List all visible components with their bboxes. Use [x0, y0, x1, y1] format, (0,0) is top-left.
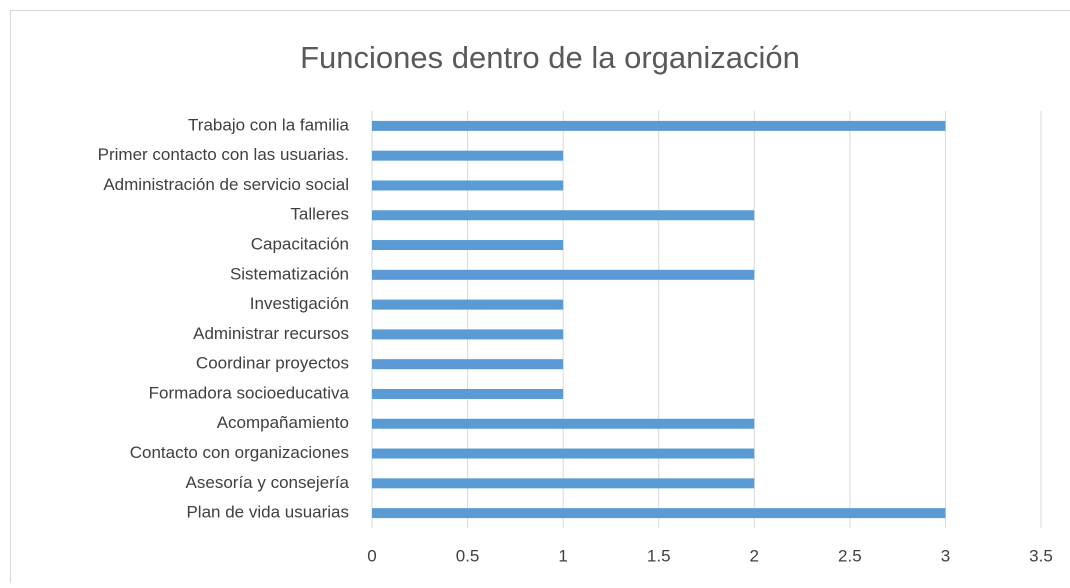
bar [372, 478, 754, 488]
chart-title: Funciones dentro de la organización [300, 40, 800, 75]
x-tick-label: 2 [750, 546, 759, 565]
bar [372, 419, 754, 429]
y-tick-label: Administración de servicio social [103, 175, 349, 194]
bar [372, 151, 563, 161]
bar [372, 300, 563, 310]
bar [372, 359, 563, 369]
bar [372, 270, 754, 280]
bar [372, 121, 945, 131]
x-tick-label: 3.5 [1029, 546, 1053, 565]
x-tick-label: 3 [941, 546, 950, 565]
bar [372, 449, 754, 459]
bar [372, 508, 945, 518]
y-tick-label: Plan de vida usuarias [186, 503, 349, 522]
y-tick-label: Primer contacto con las usuarias. [98, 145, 349, 164]
bar [372, 240, 563, 250]
y-tick-label: Capacitación [251, 235, 349, 254]
y-tick-label: Formadora socioeducativa [149, 383, 350, 402]
x-tick-label: 1.5 [647, 546, 671, 565]
y-tick-label: Investigación [250, 294, 349, 313]
x-tick-label: 0 [367, 546, 376, 565]
y-tick-label: Contacto con organizaciones [130, 443, 349, 462]
y-tick-label: Acompañamiento [217, 413, 349, 432]
y-tick-label: Trabajo con la familia [188, 115, 349, 134]
y-tick-label: Sistematización [230, 264, 349, 283]
bar [372, 180, 563, 190]
y-tick-label: Asesoría y consejería [186, 473, 350, 492]
y-tick-label: Coordinar proyectos [196, 354, 349, 373]
chart-border [11, 11, 1070, 584]
bar [372, 210, 754, 220]
bar [372, 389, 563, 399]
x-tick-label: 2.5 [838, 546, 862, 565]
bar [372, 329, 563, 339]
x-tick-label: 1 [558, 546, 567, 565]
y-tick-label: Administrar recursos [193, 324, 349, 343]
x-tick-label: 0.5 [456, 546, 480, 565]
y-tick-label: Talleres [290, 205, 349, 224]
